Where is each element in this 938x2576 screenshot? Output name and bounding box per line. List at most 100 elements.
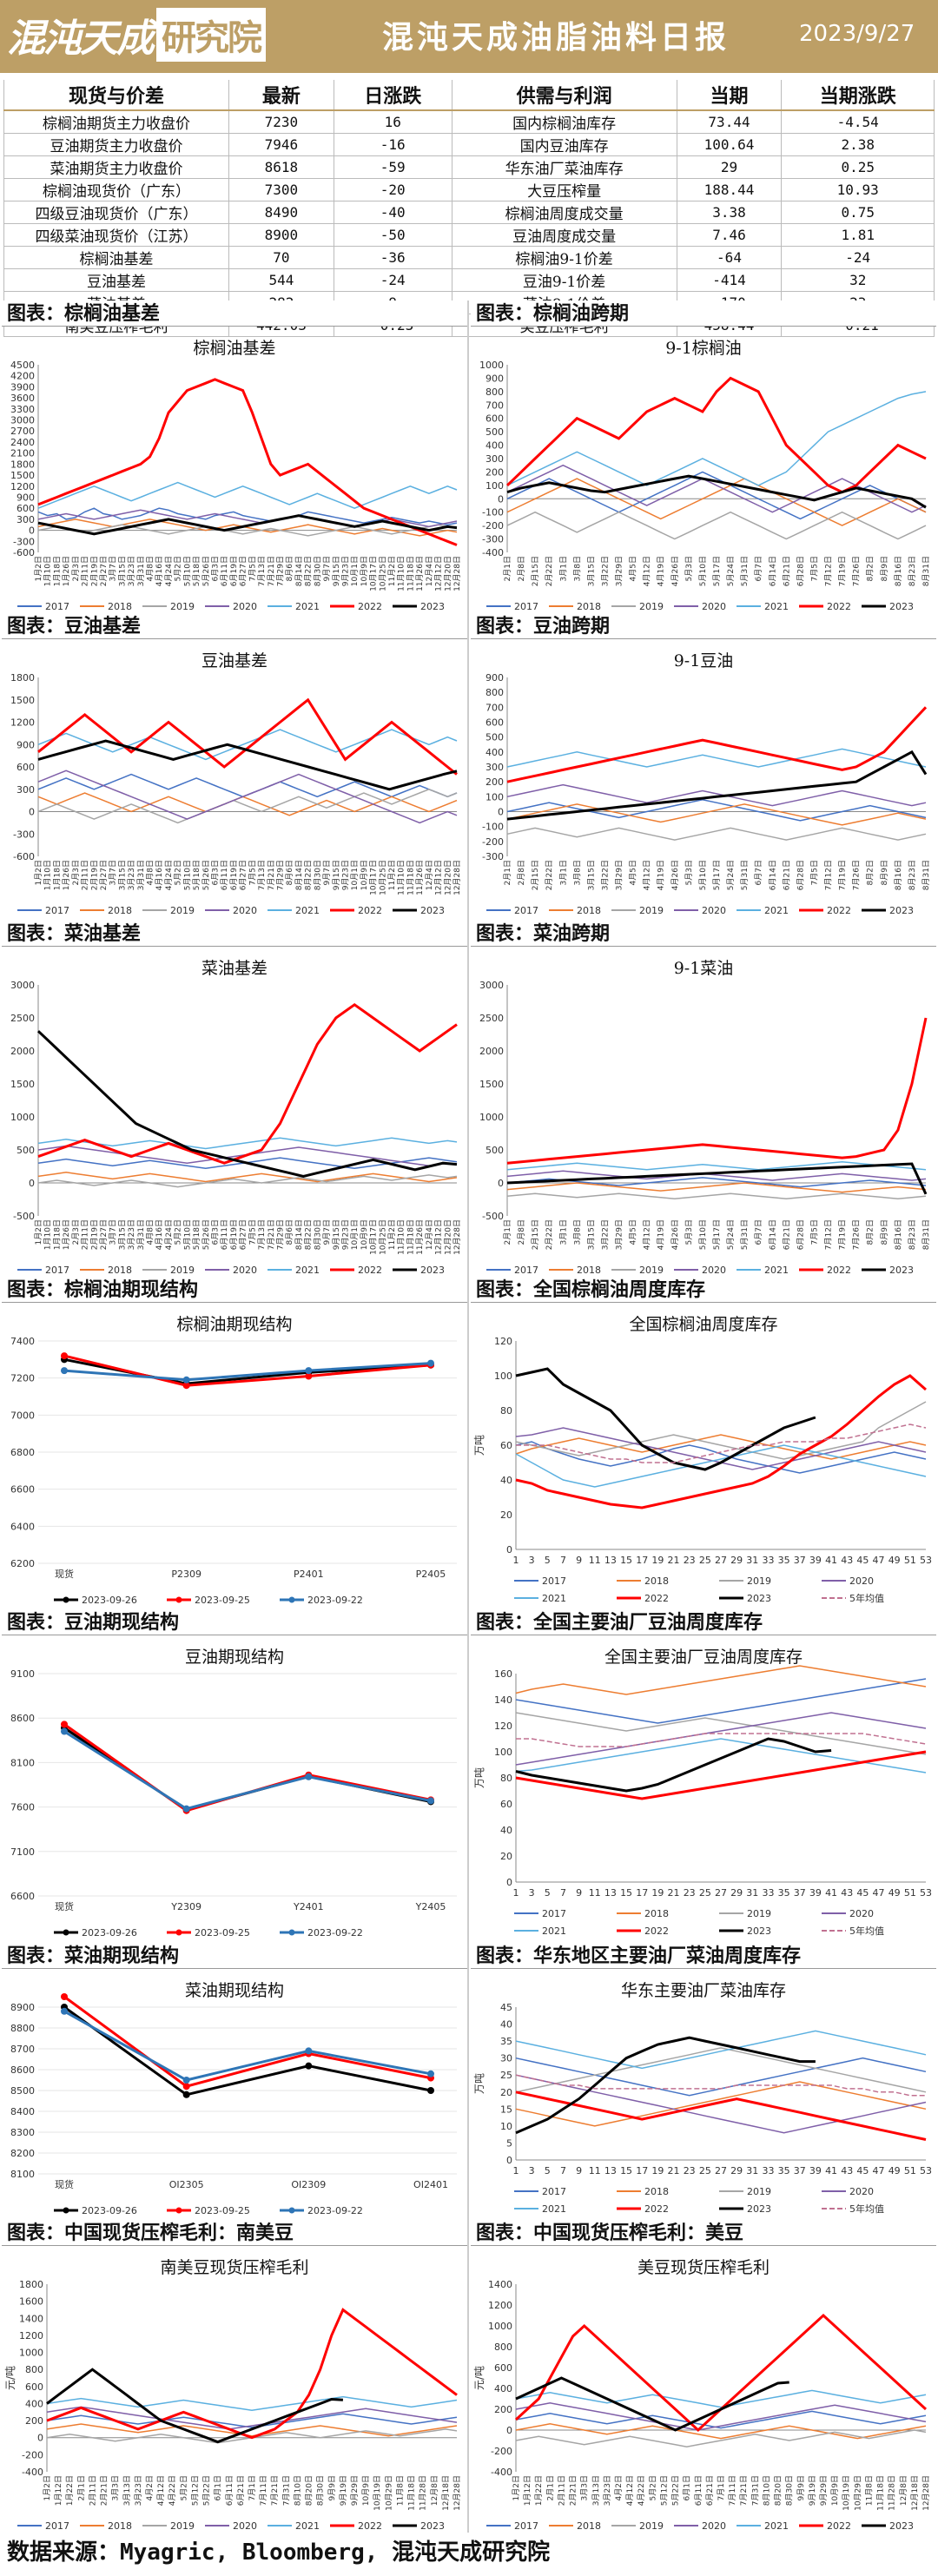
legend-label: 2020 [233, 905, 257, 916]
series-point [182, 2077, 190, 2084]
series-line-2017 [506, 799, 927, 822]
x-tick-label: 13 [604, 1555, 617, 1566]
y-tick-label: 8100 [10, 2169, 35, 2180]
x-tick-label: 5月3日 [684, 1219, 694, 1245]
x-tick-label: 4月22日 [637, 2475, 646, 2506]
x-tick-label: 2月11日 [81, 556, 90, 586]
x-tick-label: 3月15日 [117, 556, 127, 586]
series-line-2023-09-26 [63, 1727, 432, 1812]
x-tick-label: 39 [809, 2165, 822, 2176]
x-tick-label: 现货 [55, 1900, 74, 1912]
x-tick-label: 9月23日 [340, 860, 350, 890]
y-tick-label: 4500 [10, 360, 35, 371]
x-tick-label: 10月17日 [369, 860, 379, 895]
x-tick-label: 53 [920, 2165, 932, 2176]
legend-label: 2017 [514, 601, 538, 612]
x-tick-label: 5月18日 [192, 556, 201, 586]
y-tick-label: -200 [482, 520, 504, 532]
x-tick-label: 2月8日 [517, 1219, 526, 1245]
chart-svg: -400 -200 0 200 400 600 800 1000 1200 1400 元/吨 1月2日… [473, 2279, 931, 2532]
x-tick-label: 12月18日 [441, 2475, 451, 2511]
table-cell: 16 [333, 109, 452, 134]
x-tick-label: 3月31日 [136, 556, 146, 586]
x-tick-label: 5 [545, 1887, 551, 1899]
x-tick-label: 6月14日 [768, 1219, 777, 1250]
x-tick-label: 2月19日 [89, 1219, 99, 1250]
x-tick-label: 3月7日 [109, 556, 118, 581]
x-tick-label: 4月24日 [164, 860, 174, 890]
table-cell: -24 [333, 268, 452, 292]
chart-title: 美豆现货压榨毛利 [637, 2258, 770, 2277]
x-tick-label: 12月20日 [443, 556, 452, 591]
y-tick-label: 200 [486, 776, 504, 788]
x-tick-label: 5月22日 [202, 2475, 212, 2506]
x-tick-label: 8月9日 [880, 556, 889, 581]
y-tick-label: 1500 [10, 1079, 35, 1090]
x-tick-label: 1月10日 [43, 556, 53, 586]
x-tick-label: 3月29日 [615, 1219, 624, 1250]
x-tick-label: 4月16日 [155, 860, 164, 890]
section-title: 图表：菜油基差 [2, 921, 467, 947]
x-tick-label: 6月21日 [782, 860, 791, 890]
x-tick-label: 25 [699, 1887, 711, 1899]
y-tick-label: 700 [486, 400, 504, 411]
x-tick-label: 7月26日 [852, 860, 862, 890]
legend-label: 2018 [108, 1265, 132, 1276]
x-tick-label: 7月26日 [852, 556, 862, 586]
x-tick-label: 15 [620, 1555, 632, 1566]
x-tick-label: 7月11日 [728, 2475, 737, 2506]
y-tick-label: 400 [486, 440, 504, 452]
chart-title: 9-1棕榈油 [665, 339, 742, 358]
legend-label: 2023-09-26 [82, 2205, 137, 2216]
legend-label: 2022 [827, 2520, 851, 2532]
y-tick-label: 120 [494, 1721, 512, 1732]
x-tick-label: 49 [888, 1555, 901, 1566]
x-tick-label: 6月11日 [225, 2475, 234, 2506]
y-tick-label: 2100 [10, 448, 35, 459]
series-line-2023-09-22 [63, 1362, 432, 1382]
x-tick-label: 7月13日 [257, 860, 267, 890]
x-tick-label: 5月18日 [192, 1219, 201, 1250]
x-tick-label: 3月23日 [127, 860, 136, 890]
x-tick-label: 35 [778, 2165, 790, 2176]
series-point [61, 1727, 68, 1735]
x-tick-label: 2月27日 [99, 860, 109, 890]
chart-panel: 南美豆现货压榨毛利 -400 -200 0 200 400 600 800 1000 1200 14… [2, 2248, 467, 2534]
x-tick-label: 39 [809, 1887, 822, 1899]
section-title: 图表：全国棕榈油周度库存 [471, 1277, 936, 1303]
x-tick-label: 9月23日 [340, 556, 350, 586]
y-tick-label: 100 [486, 791, 504, 803]
x-tick-label: 11月18日 [406, 1219, 415, 1255]
chart-svg: -400 -200 0 200 400 600 800 1000 1200 1400 1600 180… [4, 2279, 462, 2532]
x-tick-label: 9月7日 [322, 860, 332, 885]
table-cell: 四级菜油现货价（江苏） [3, 223, 229, 247]
y-tick-label: 300 [486, 762, 504, 773]
table-cell: 544 [228, 268, 334, 292]
y-tick-label: 1400 [19, 2313, 43, 2324]
x-tick-label: 51 [904, 1555, 916, 1566]
series-line-2019 [37, 524, 458, 537]
y-tick-label: -600 [13, 547, 35, 558]
x-tick-label: 6月1日 [683, 2475, 692, 2500]
series-line-2023-09-25 [63, 1995, 432, 2088]
y-tick-label: 2400 [10, 437, 35, 448]
chart-title: 豆油基差 [201, 651, 268, 670]
chart-panel: 全国主要油厂豆油周度库存 0 20 40 60 80 100 120 140 160 万吨 1 3 5 7 9… [471, 1637, 936, 1941]
x-tick-label: 33 [762, 1555, 774, 1566]
y-tick-label: 7200 [10, 1373, 35, 1384]
y-tick-label: 8500 [10, 2085, 35, 2097]
y-tick-label: -100 [482, 507, 504, 519]
y-tick-label: 0 [506, 2155, 512, 2166]
x-tick-label: 11月2日 [387, 860, 397, 890]
y-tick-label: 0 [29, 1178, 35, 1189]
x-tick-label: Y2401 [293, 1901, 324, 1912]
x-tick-label: 5月31日 [740, 1219, 750, 1250]
y-tick-label: 1000 [479, 360, 504, 371]
section-title: 图表：华东地区主要油厂菜油周度库存 [471, 1943, 936, 1969]
y-tick-label: 900 [486, 672, 504, 684]
y-tick-label: -400 [491, 2467, 512, 2478]
y-tick-label: 3000 [10, 980, 35, 991]
y-tick-label: 600 [17, 762, 35, 773]
